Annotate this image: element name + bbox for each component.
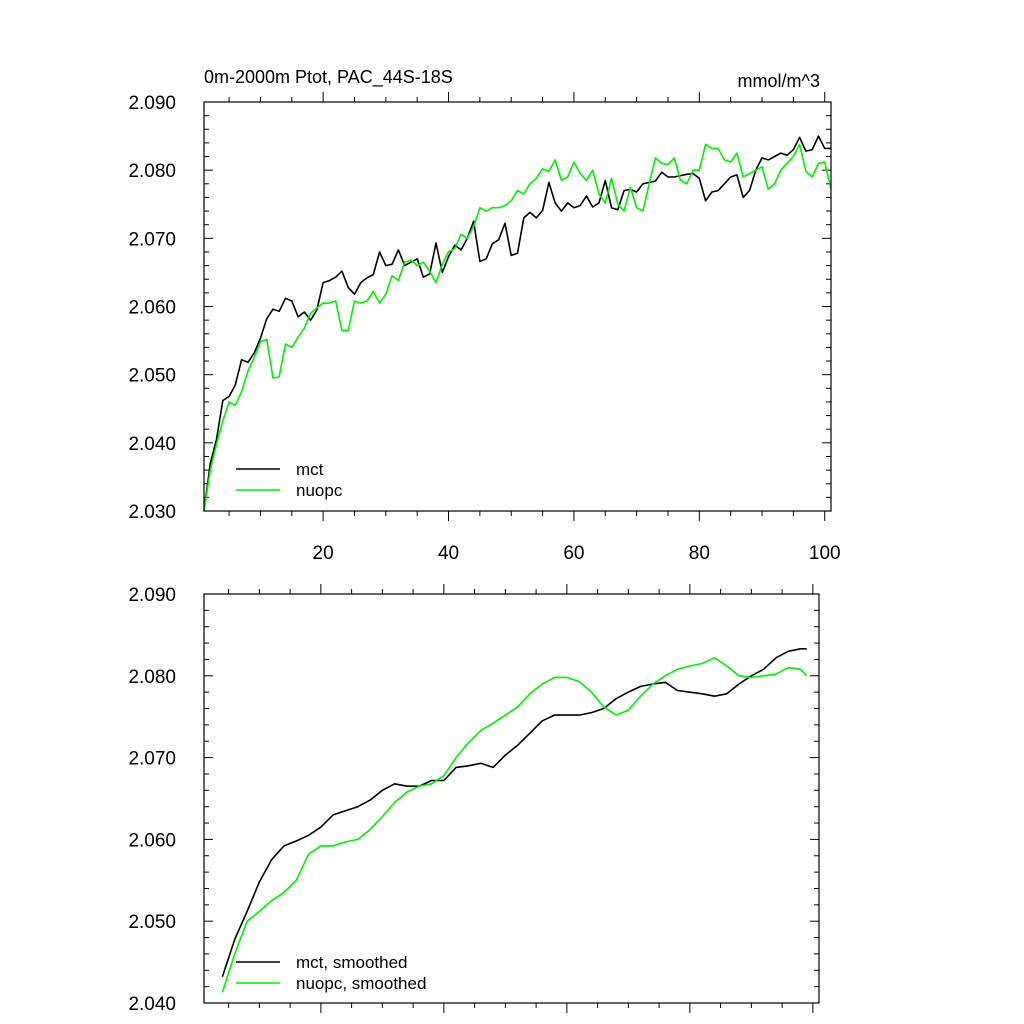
y-tick-label: 2.060 — [128, 830, 176, 851]
x-tick-label: 40 — [438, 543, 459, 564]
plot-frame — [203, 593, 820, 1004]
y-tick-labels: 2.030 2.040 2.050 2.060 2.070 2.080 2.090 — [128, 93, 176, 523]
y-tick-label: 2.040 — [128, 434, 176, 455]
legend: mct nuopc — [236, 460, 343, 500]
legend-label-mct-smoothed: mct, smoothed — [296, 953, 408, 972]
y-tick-label: 2.050 — [128, 912, 176, 933]
legend: mct, smoothed nuopc, smoothed — [236, 953, 426, 993]
smoothed-timeseries-panel: 2.040 2.050 2.060 2.070 2.080 2.090 mct, smoo… — [128, 584, 820, 1015]
series-lines — [203, 135, 832, 512]
y-tick-label: 2.070 — [128, 229, 176, 250]
series-line-mct — [203, 135, 831, 512]
legend-label-nuopc-smoothed: nuopc, smoothed — [296, 974, 426, 993]
x-tick-label: 100 — [809, 543, 841, 564]
y-tick-label: 2.070 — [128, 749, 176, 770]
raw-timeseries-panel: 2.030 2.040 2.050 2.060 2.070 2.080 2.090 20 40… — [128, 92, 841, 564]
chart-title: 0m-2000m Ptot, PAC_44S-18S — [204, 67, 453, 88]
y-tick-label: 2.050 — [128, 366, 176, 387]
y-tick-label: 2.090 — [128, 585, 176, 606]
x-tick-label: 20 — [313, 543, 334, 564]
series-line-nuopc — [203, 143, 832, 512]
plot-frame — [203, 101, 832, 512]
legend-label-nuopc: nuopc — [296, 481, 343, 500]
tick-marks — [204, 584, 819, 1013]
y-tick-label: 2.090 — [128, 93, 176, 114]
series-line-mct-smoothed — [221, 647, 807, 978]
y-tick-label: 2.060 — [128, 298, 176, 319]
x-tick-label: 60 — [563, 543, 584, 564]
series-lines — [221, 647, 808, 993]
units-label: mmol/m^3 — [738, 71, 820, 91]
x-tick-labels: 20 40 60 80 100 — [313, 543, 841, 564]
y-tick-label: 2.080 — [128, 667, 176, 688]
legend-label-mct: mct — [296, 460, 324, 479]
x-tick-label: 80 — [689, 543, 710, 564]
series-line-nuopc-smoothed — [221, 656, 808, 993]
y-tick-labels: 2.040 2.050 2.060 2.070 2.080 2.090 — [128, 585, 176, 1015]
y-tick-label: 2.040 — [128, 994, 176, 1015]
y-tick-label: 2.080 — [128, 161, 176, 182]
y-tick-label: 2.030 — [128, 502, 176, 523]
